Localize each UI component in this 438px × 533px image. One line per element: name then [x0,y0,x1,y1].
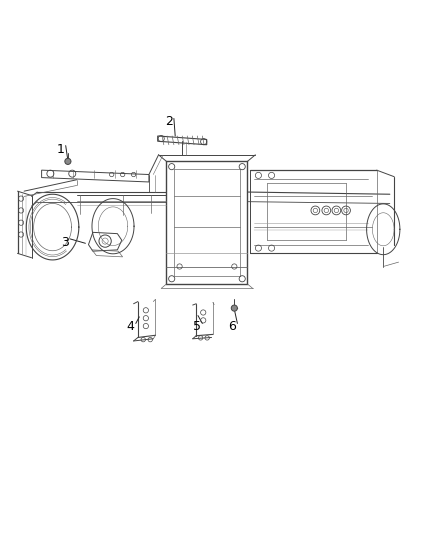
Text: 2: 2 [165,116,173,128]
Circle shape [231,305,237,311]
Circle shape [65,158,71,165]
Text: 6: 6 [228,320,236,334]
Text: 1: 1 [57,143,64,156]
Text: 3: 3 [61,236,69,249]
Text: 5: 5 [193,320,201,334]
Text: 4: 4 [127,320,134,334]
